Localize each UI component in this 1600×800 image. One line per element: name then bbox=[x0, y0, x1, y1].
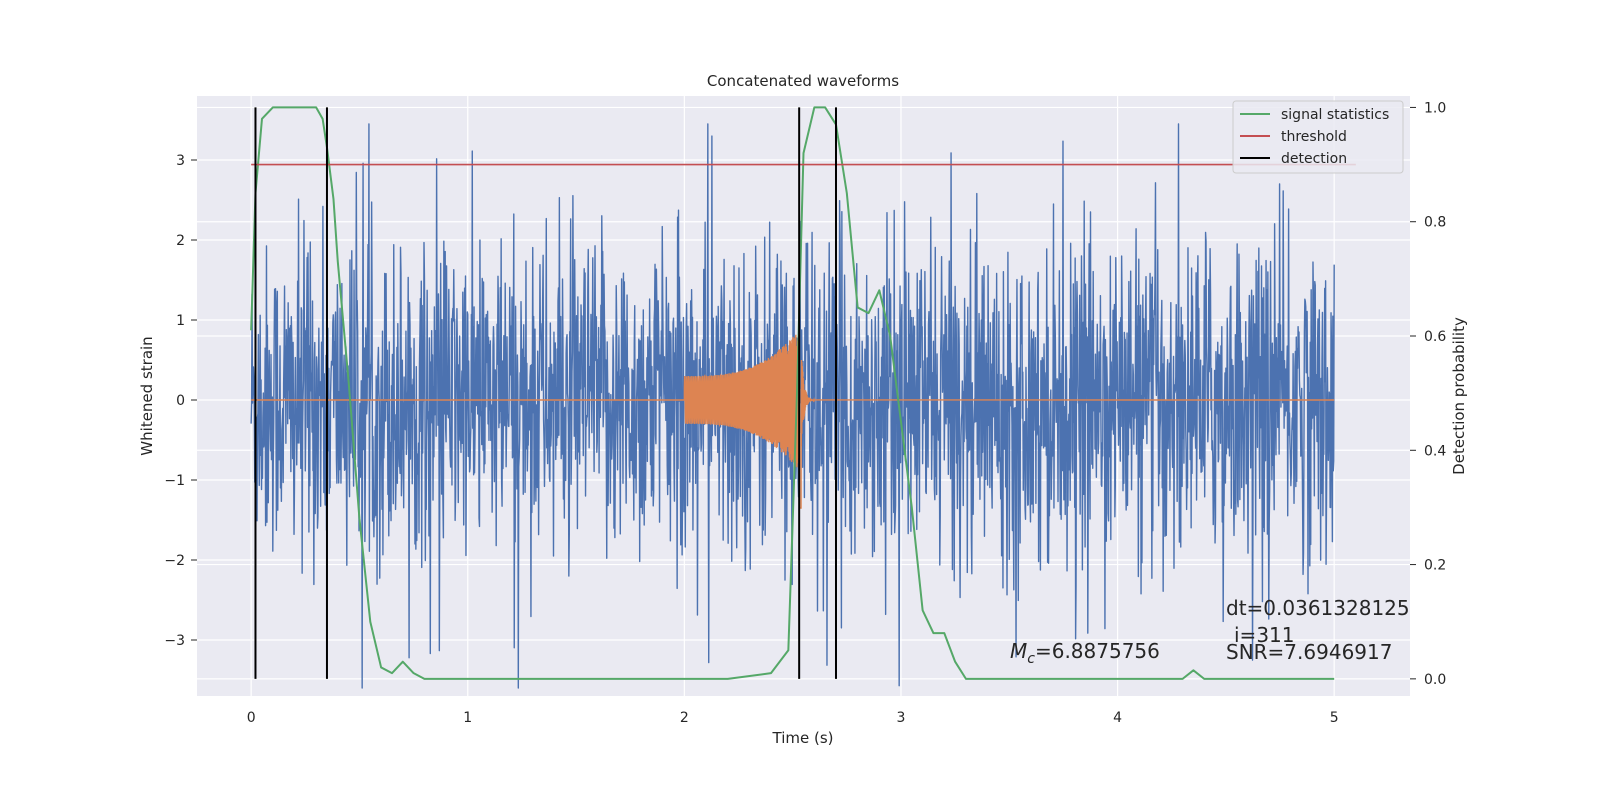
y-left-tick-label: 1 bbox=[176, 313, 185, 329]
x-tick-label: 4 bbox=[1113, 710, 1122, 726]
x-tick-label: 5 bbox=[1330, 710, 1339, 726]
y-left-tick-label: −2 bbox=[164, 553, 185, 569]
legend-threshold-label: threshold bbox=[1281, 129, 1347, 145]
chart-title: Concatenated waveforms bbox=[707, 72, 899, 90]
legend-signal-statistics-label: signal statistics bbox=[1281, 107, 1389, 123]
y-left-tick-label: −1 bbox=[164, 473, 185, 489]
chirp-series bbox=[251, 334, 1335, 509]
y-right-axis-ticks: 0.0 0.2 0.4 0.6 0.8 1.0 bbox=[1410, 100, 1446, 688]
snr-annotation: SNR=7.6946917 bbox=[1226, 640, 1392, 664]
x-axis-label: Time (s) bbox=[772, 729, 834, 747]
y-right-tick-label: 0.6 bbox=[1424, 329, 1446, 345]
y-right-tick-label: 0.4 bbox=[1424, 443, 1446, 459]
x-axis-ticks: 0 1 2 3 4 5 bbox=[247, 710, 1339, 726]
signal-statistics-line bbox=[250, 106, 1335, 680]
legend-detection-label: detection bbox=[1281, 151, 1347, 167]
legend-box bbox=[1232, 100, 1404, 174]
injected-chirp-line bbox=[251, 334, 1335, 509]
x-tick-label: 0 bbox=[247, 710, 256, 726]
y-right-tick-label: 1.0 bbox=[1424, 100, 1446, 116]
y-right-tick-label: 0.8 bbox=[1424, 215, 1446, 231]
y-left-tick-label: 2 bbox=[176, 233, 185, 249]
y-left-tick-label: 0 bbox=[176, 393, 185, 409]
signal-statistics-series bbox=[250, 106, 1335, 680]
legend: signal statistics threshold detection bbox=[1232, 100, 1404, 174]
y-left-tick-label: 3 bbox=[176, 153, 185, 169]
x-tick-label: 1 bbox=[463, 710, 472, 726]
y-left-axis-label: Whitened strain bbox=[138, 336, 156, 455]
mc-annotation: Mc=6.8875756 bbox=[1010, 639, 1160, 667]
y-left-axis-ticks: −3 −2 −1 0 1 2 3 bbox=[164, 153, 197, 649]
y-right-tick-label: 0.2 bbox=[1424, 558, 1446, 574]
y-right-tick-label: 0.0 bbox=[1424, 672, 1446, 688]
y-right-axis-label: Detection probability bbox=[1450, 317, 1468, 475]
y-left-tick-label: −3 bbox=[164, 633, 185, 649]
i-annotation: i=311 bbox=[1234, 623, 1295, 647]
dt-annotation: dt=0.0361328125 bbox=[1226, 596, 1410, 620]
x-tick-label: 3 bbox=[897, 710, 906, 726]
x-tick-label: 2 bbox=[680, 710, 689, 726]
detection-series bbox=[254, 107, 837, 679]
